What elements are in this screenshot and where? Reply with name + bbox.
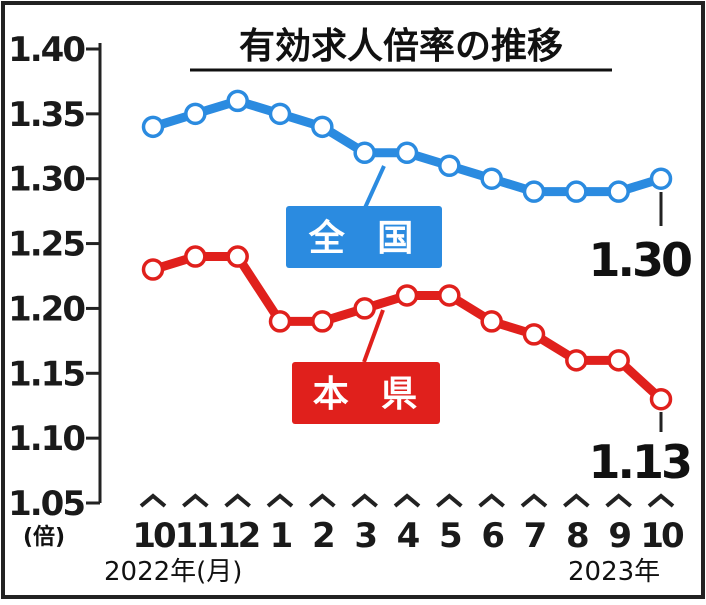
y-tick-label: 1.05 [8, 484, 84, 524]
series-point [141, 115, 165, 139]
x-tick-caret [266, 493, 294, 508]
series-point [226, 89, 249, 113]
y-tick-label: 1.10 [8, 419, 85, 459]
y-axis-unit: (倍) [23, 524, 65, 550]
y-tick-label: 1.40 [8, 30, 85, 70]
y-tick-label: 1.30 [8, 160, 85, 200]
x-tick-caret [393, 493, 421, 508]
series-point [438, 154, 461, 177]
end-label-prefecture: 1.13 [589, 435, 691, 489]
x-tick-label: 12 [217, 516, 259, 556]
series-point [649, 387, 673, 411]
y-tick-label: 1.20 [8, 289, 85, 329]
series-point [395, 284, 419, 307]
y-axis: 1.40 1.35 1.30 1.25 1.20 1.15 1.10 1.05 [8, 30, 102, 524]
x-tick-caret [605, 493, 632, 508]
series-point [607, 180, 630, 203]
x-tick-caret [436, 493, 463, 508]
series-point [565, 180, 588, 203]
tag-label-national: 全 国 [308, 217, 424, 259]
y-tick-label: 1.15 [8, 354, 84, 394]
x-tick-label: 4 [397, 516, 420, 556]
x-tick-label: 10 [640, 516, 684, 556]
x-tick-caret [520, 493, 548, 508]
tag-pointer-prefecture [362, 309, 385, 363]
chart-title: 有効求人倍率の推移 [239, 26, 563, 67]
series-point [311, 115, 334, 139]
tag-box-national [286, 206, 442, 268]
series-point [480, 310, 503, 333]
x-tick-label: 3 [354, 516, 375, 556]
y-tick-label: 1.35 [8, 95, 84, 135]
series-point [268, 310, 292, 333]
x-start-label: 2022年(月) [104, 557, 242, 587]
x-tick-label: 8 [566, 516, 588, 556]
x-tick-label: 1 [270, 516, 292, 556]
x-tick-label: 9 [608, 516, 630, 556]
tag-pointer-national [362, 165, 386, 211]
x-tick-caret [478, 493, 505, 508]
x-tick-caret [182, 493, 209, 508]
series-point [438, 284, 461, 307]
series-point [268, 102, 292, 126]
series-point [184, 102, 207, 126]
x-end-label: 2023年 [568, 557, 660, 587]
x-tick-caret [563, 493, 590, 508]
series-point [184, 245, 207, 268]
x-tick-label: 10 [132, 516, 176, 556]
x-axis: 10 11 12 1 2 3 4 5 6 7 8 9 10 [132, 493, 687, 556]
series-layer [141, 89, 673, 411]
x-tick-label: 11 [175, 516, 218, 556]
x-tick-label: 5 [439, 516, 461, 556]
series-tag-national: 全 国 [286, 165, 442, 268]
x-tick-caret [351, 493, 378, 508]
series-point [141, 258, 165, 281]
x-tick-caret [139, 493, 167, 508]
series-point [353, 297, 376, 320]
y-tick-label: 1.25 [8, 225, 84, 265]
series-point [480, 167, 503, 190]
series-point [395, 141, 419, 165]
x-tick-label: 6 [481, 516, 503, 556]
series-point [353, 141, 376, 165]
end-label-national: 1.30 [589, 233, 691, 287]
series-point [311, 310, 334, 333]
x-tick-caret [647, 493, 675, 508]
x-tick-caret [224, 493, 251, 508]
tag-box-prefecture [292, 362, 440, 424]
tag-label-prefecture: 本 県 [313, 374, 428, 415]
series-point [226, 245, 249, 268]
series-point [607, 349, 630, 372]
series-point [649, 167, 673, 190]
series-point [522, 323, 546, 346]
x-tick-label: 7 [524, 516, 545, 556]
series-point [522, 180, 546, 203]
series-point [565, 349, 588, 372]
x-tick-label: 2 [312, 516, 333, 556]
series-tag-prefecture: 本 県 [292, 309, 440, 424]
x-tick-caret [309, 493, 336, 508]
